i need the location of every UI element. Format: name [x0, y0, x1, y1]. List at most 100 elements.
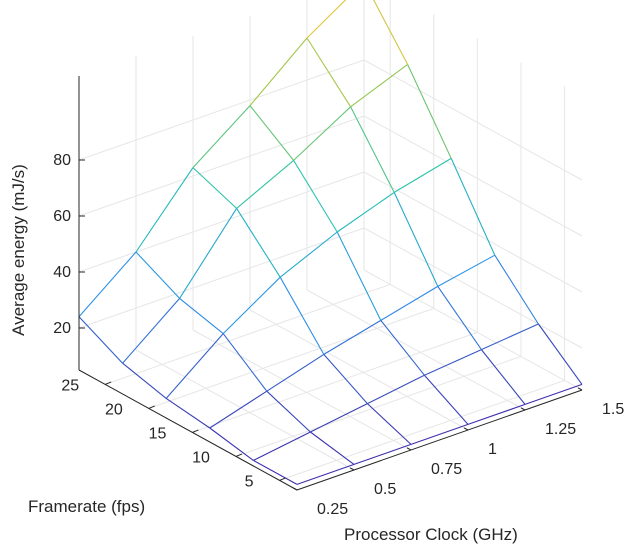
mesh-xseg-1-3 [424, 349, 482, 376]
floor-ygrid-1 [235, 355, 522, 457]
mesh-yseg-5-3 [407, 64, 452, 159]
y-tick-label: 10 [192, 449, 210, 466]
mesh-yseg-5-0 [537, 323, 583, 385]
mesh-xseg-0-0 [296, 463, 355, 485]
mesh-xseg-5-1 [135, 167, 194, 253]
mesh-xseg-0-4 [524, 383, 583, 405]
mesh-xseg-2-2 [323, 319, 382, 355]
x-tick-label: 0.5 [374, 481, 396, 498]
floor-xgrid-4 [306, 289, 526, 411]
floor-xgrid-5 [363, 269, 583, 391]
mesh-xseg-3-1 [222, 276, 281, 334]
x-tick-label: 1.5 [602, 401, 624, 418]
floor-ygrid-3 [148, 307, 434, 409]
mesh-yseg-5-1 [494, 254, 539, 325]
backwall-hgrid-3 [363, 59, 583, 181]
mesh-xseg-2-3 [380, 285, 439, 321]
mesh-yseg-4-1 [437, 286, 482, 350]
mesh-yseg-0-1 [209, 427, 254, 461]
sidewall-hgrid-0 [78, 227, 365, 329]
mesh-xseg-4-0 [122, 298, 181, 364]
y-tick-3 [148, 405, 155, 409]
y-tick-label: 25 [61, 377, 79, 394]
mesh-xseg-1-2 [367, 374, 425, 405]
mesh-xseg-0-2 [410, 423, 469, 445]
floor-xgrid-1 [135, 349, 355, 471]
mesh-yseg-2-1 [323, 354, 368, 404]
x-tick-label: 1.25 [545, 421, 576, 438]
mesh-yseg-5-2 [450, 158, 496, 256]
mesh-xseg-1-1 [310, 403, 368, 433]
x-tick-2 [406, 447, 412, 451]
mesh-xseg-5-0 [78, 251, 137, 318]
mesh-yseg-2-0 [367, 403, 412, 445]
mesh-yseg-2-4 [192, 167, 237, 209]
mesh-yseg-1-4 [135, 251, 181, 299]
floor-ygrid-0 [279, 379, 565, 481]
x-tick-label: 0.25 [317, 501, 348, 518]
x-tick-label: 0.75 [431, 461, 462, 478]
sidewall-hgrid-3 [78, 59, 365, 161]
z-tick-label: 20 [53, 320, 71, 337]
x-axis-title: Processor Clock (GHz) [344, 525, 518, 544]
mesh-xseg-0-1 [353, 443, 412, 465]
mesh-yseg-0-2 [165, 397, 211, 429]
grid-layer [78, 0, 583, 491]
mesh-xseg-1-0 [253, 431, 311, 461]
z-tick-label: 80 [53, 152, 71, 169]
mesh-yseg-3-1 [380, 320, 425, 376]
mesh-xseg-4-1 [179, 208, 238, 299]
y-tick-1 [235, 453, 243, 457]
mesh-yseg-3-2 [336, 231, 382, 321]
y-axis-title: Framerate (fps) [28, 497, 145, 516]
floor-ygrid-2 [192, 331, 478, 433]
mesh-yseg-1-3 [179, 297, 224, 335]
mesh-yseg-0-4 [78, 316, 124, 364]
y-tick-label: 15 [149, 425, 167, 442]
backwall-hgrid-2 [363, 115, 583, 237]
mesh-yseg-4-2 [393, 192, 439, 287]
y-axis-line [78, 369, 298, 491]
mesh-xseg-4-4 [350, 63, 408, 108]
x-axis-line [296, 389, 583, 491]
mesh-yseg-1-0 [310, 431, 355, 465]
mesh-yseg-2-3 [236, 208, 281, 278]
x-tick-label: 1 [488, 441, 497, 458]
mesh-xseg-2-4 [437, 254, 496, 287]
x-tick-1 [349, 467, 355, 471]
floor-xgrid-2 [192, 329, 412, 451]
mesh-yseg-3-0 [423, 374, 469, 425]
mesh-xseg-3-2 [279, 231, 338, 278]
mesh-yseg-5-4 [373, 0, 409, 65]
floor-ygrid-4 [104, 283, 391, 385]
y-tick-label: 5 [245, 473, 254, 490]
label-layer: 20 40 60 80 5 10 15 20 25 0.25 0.5 0.75 1 1.25 1.5 Aver… [9, 152, 624, 544]
sidewall-hgrid-1 [78, 171, 365, 273]
z-axis-title: Average energy (mJ/s) [9, 164, 28, 336]
mesh-yseg-4-4 [306, 37, 352, 108]
mesh-yseg-1-2 [222, 333, 268, 392]
backwall-hgrid-0 [363, 227, 583, 349]
mesh-xseg-4-2 [236, 159, 294, 209]
y-tick-label: 20 [105, 401, 123, 418]
x-tick-3 [463, 427, 469, 431]
mesh-yseg-3-4 [249, 105, 295, 161]
x-tick-5 [577, 387, 583, 391]
mesh-yseg-4-0 [480, 349, 526, 405]
mesh-xseg-2-1 [266, 353, 325, 392]
mesh-yseg-0-3 [122, 362, 167, 399]
mesh-xseg-5-3 [249, 37, 308, 106]
mesh-xseg-4-3 [293, 106, 351, 161]
y-tick-4 [104, 381, 112, 385]
mesh-xseg-2-0 [209, 390, 268, 429]
mesh-yseg-3-3 [293, 160, 338, 233]
backwall-hgrid-1 [363, 171, 583, 293]
z-tick-label: 60 [53, 208, 71, 225]
mesh-yseg-1-1 [266, 390, 311, 433]
mesh-xseg-1-4 [481, 323, 539, 351]
z-tick-label: 40 [53, 264, 71, 281]
mesh-xseg-5-2 [192, 105, 251, 168]
axis-layer [78, 76, 583, 491]
